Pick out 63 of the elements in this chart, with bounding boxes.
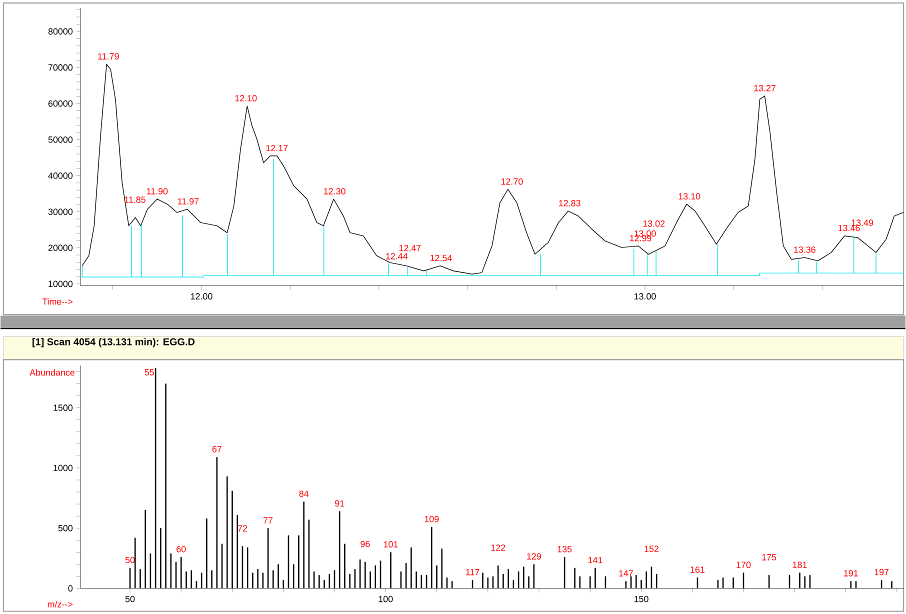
annotation: 60	[176, 546, 186, 552]
annotation: 12.44	[386, 252, 408, 260]
annotation: 13.02	[643, 220, 665, 227]
annotation: 12.70	[501, 178, 523, 185]
annotation: 117	[466, 568, 480, 576]
annotation: 13.27	[754, 84, 776, 92]
annotation: 12.30	[324, 188, 346, 194]
annotation: 12.10	[235, 94, 257, 102]
annotation: 12.99	[630, 234, 652, 242]
annotation: 129	[527, 553, 541, 560]
y-tick-label: 500	[58, 524, 73, 532]
annotation: 170	[736, 561, 751, 568]
y-tick-label: 50000	[48, 136, 73, 143]
annotation: 12.54	[430, 254, 452, 261]
y-tick-label: 30000	[48, 208, 73, 215]
x-axis-title: m/z-->	[48, 600, 72, 608]
chart-title: [1] Scan 4054 (13.131 min): EGG.D	[32, 338, 195, 348]
y-tick-label: 20000	[48, 244, 73, 251]
annotation: 12.17	[266, 144, 288, 151]
y-axis-title: Abundance	[30, 368, 74, 376]
annotation: 181	[792, 561, 807, 568]
annotation: 72	[238, 525, 248, 532]
x-tick-label: 12.00	[190, 293, 212, 300]
annotation: 13.10	[678, 192, 700, 200]
annotation: 11.79	[98, 53, 119, 60]
annotation: 147	[619, 570, 633, 576]
annotation: 11.90	[146, 188, 168, 194]
annotation: 122	[491, 544, 506, 551]
y-tick-label: 1000	[54, 464, 73, 471]
annotation: 67	[212, 446, 222, 452]
y-tick-label: 70000	[48, 64, 73, 71]
line-series	[82, 158, 904, 278]
annotation: 12.83	[559, 200, 580, 206]
y-tick-label: 1500	[54, 404, 73, 411]
x-tick-label: 50	[125, 596, 135, 602]
y-tick-label: 60000	[48, 100, 73, 107]
annotation: 197	[874, 568, 889, 576]
y-tick-label: 80000	[48, 28, 73, 34]
annotation: 135	[558, 546, 572, 552]
annotation: 84	[299, 490, 309, 497]
annotation: 13.49	[852, 219, 874, 226]
x-tick-label: 100	[378, 596, 393, 602]
annotation: 141	[588, 556, 602, 564]
annotation: 101	[384, 541, 398, 548]
annotation: 11.97	[178, 198, 199, 204]
annotation: 77	[264, 517, 273, 524]
annotation: 12.47	[399, 244, 421, 251]
annotation: 175	[762, 554, 776, 560]
annotation: 161	[690, 566, 705, 573]
annotation: 13.36	[794, 246, 816, 253]
y-tick-label: 40000	[48, 172, 73, 179]
annotation: 109	[424, 516, 439, 522]
annotation: 13.00	[634, 230, 656, 237]
x-axis-title: Time-->	[42, 298, 72, 305]
x-tick-label: 150	[634, 596, 648, 602]
annotation: 152	[644, 545, 658, 552]
annotation: 191	[844, 570, 858, 576]
y-tick-label: 0	[68, 585, 73, 592]
annotation: 91	[335, 500, 344, 506]
annotation: 55	[144, 369, 154, 376]
annotation: 13.46	[838, 224, 860, 232]
y-tick-label: 10000	[48, 280, 73, 287]
annotation: 96	[360, 540, 370, 548]
